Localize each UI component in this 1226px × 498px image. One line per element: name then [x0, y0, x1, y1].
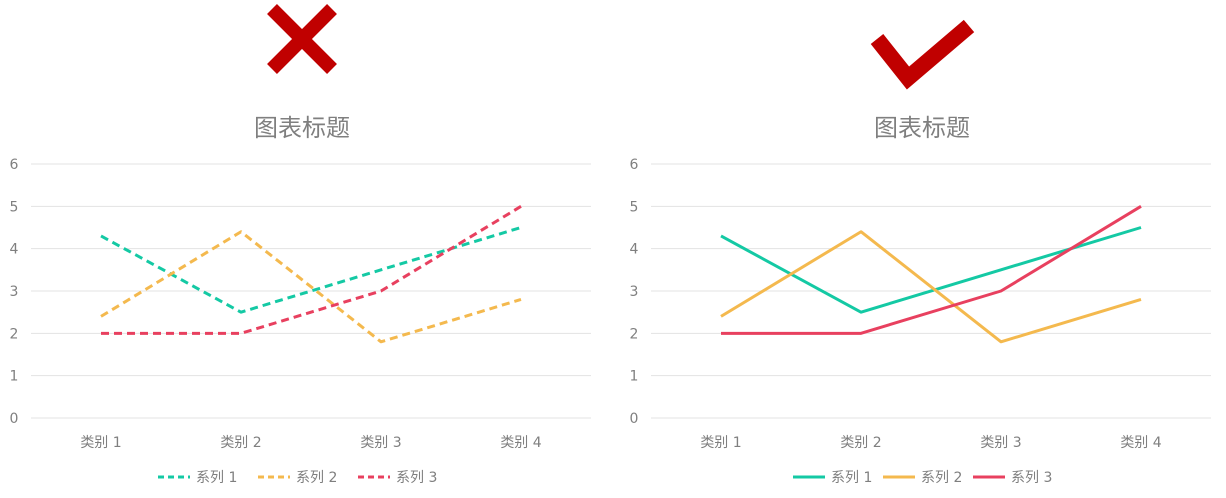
legend-label: 系列 1	[831, 470, 872, 486]
chart-title: 图表标题	[254, 114, 350, 142]
cross-stroke	[267, 4, 337, 74]
series-line-1	[100, 226, 522, 314]
x-tick-label: 类别 1	[700, 435, 741, 451]
check-mark-icon	[870, 19, 975, 90]
y-tick-label: 2	[10, 326, 19, 342]
legend-item: 系列 1	[793, 470, 872, 486]
series-line-3	[721, 205, 1142, 335]
legend-label: 系列 2	[296, 470, 337, 486]
x-tick-label: 类别 2	[840, 435, 881, 451]
x-tick-label: 类别 3	[360, 435, 401, 451]
legend-item: 系列 3	[358, 470, 437, 486]
legend-item: 系列 2	[883, 470, 962, 486]
series-line-2	[720, 230, 1142, 344]
y-tick-label: 0	[10, 411, 19, 427]
y-tick-label: 3	[10, 284, 19, 300]
y-tick-label: 4	[630, 242, 639, 258]
legend-label: 系列 3	[396, 470, 437, 486]
y-tick-label: 1	[10, 369, 19, 385]
legend: 系列 1 系列 2 系列 3	[158, 470, 437, 486]
y-tick-label: 2	[630, 326, 639, 342]
x-tick-label: 类别 1	[80, 435, 121, 451]
legend-label: 系列 2	[921, 470, 962, 486]
x-tick-label: 类别 3	[980, 435, 1021, 451]
cross-mark-icon	[267, 4, 337, 74]
series-line-2	[100, 230, 522, 344]
x-tick-label: 类别 4	[1120, 435, 1161, 451]
x-tick-label: 类别 4	[500, 435, 541, 451]
series-line-3	[101, 205, 522, 335]
legend-item: 系列 2	[258, 470, 337, 486]
check-stroke	[870, 19, 975, 90]
y-tick-label: 1	[630, 369, 639, 385]
y-tick-label: 5	[630, 199, 639, 215]
y-tick-label: 0	[630, 411, 639, 427]
plot-area: 0 1 2 3 4 5 6 类别 1 类别 2 类别 3 类别 4	[10, 157, 591, 451]
legend-item: 系列 1	[158, 470, 237, 486]
y-tick-label: 6	[10, 157, 19, 173]
legend-label: 系列 3	[1011, 470, 1052, 486]
chart-title: 图表标题	[874, 114, 970, 142]
plot-area: 0 1 2 3 4 5 6 类别 1 类别 2 类别 3 类别 4	[630, 157, 1211, 451]
y-tick-label: 3	[630, 284, 639, 300]
legend-label: 系列 1	[196, 470, 237, 486]
y-tick-label: 6	[630, 157, 639, 173]
x-tick-label: 类别 2	[220, 435, 261, 451]
legend-item: 系列 3	[973, 470, 1052, 486]
series-line-1	[720, 226, 1142, 314]
y-tick-label: 4	[10, 242, 19, 258]
y-tick-label: 5	[10, 199, 19, 215]
legend: 系列 1 系列 2 系列 3	[793, 470, 1052, 486]
